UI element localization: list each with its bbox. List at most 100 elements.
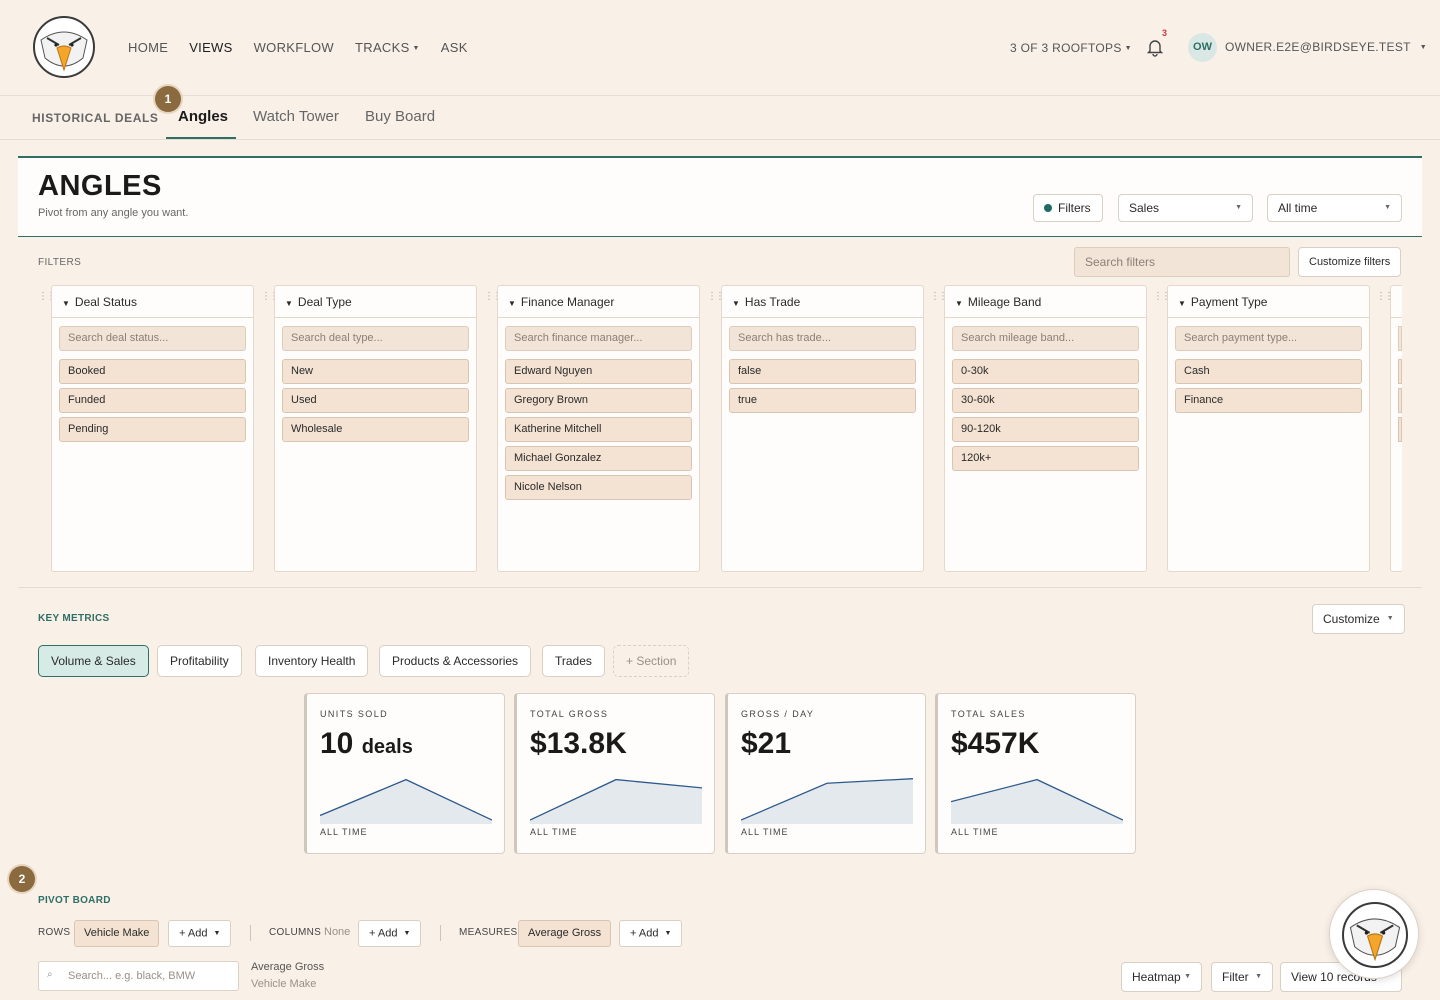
filter-search-input[interactable]: Search deal type... [282,326,469,351]
filter-option[interactable]: false [729,359,916,384]
rooftops-selector[interactable]: 3 OF 3 ROOFTOPS ▼ [1010,41,1132,55]
heatmap-label: Heatmap [1132,970,1181,984]
metric-label: TOTAL GROSS [530,709,609,719]
nav-views[interactable]: VIEWS [189,40,233,55]
eagle-icon [1345,905,1405,965]
filter-search-input[interactable]: Search mileage band... [952,326,1139,351]
caret-down-icon: ▼ [403,930,411,937]
filter-option[interactable]: Booked [59,359,246,384]
filter-column-deal-type: ▼ Deal Type Search deal type... New Used … [274,285,477,572]
collapse-icon: ▼ [1178,299,1186,308]
drag-handle-icon[interactable]: ⋮⋮ [1376,291,1394,302]
section-tab-products-accessories[interactable]: Products & Accessories [379,645,532,677]
drag-handle-icon[interactable]: ⋮⋮ [930,291,948,302]
filter-option[interactable]: 120k+ [952,446,1139,471]
filter-option[interactable]: Gregory Brown [505,388,692,413]
birdseye-logo[interactable] [33,16,95,78]
add-column-button[interactable]: + Add ▼ [358,920,422,947]
nav-home[interactable]: HOME [128,40,169,55]
filter-column-title: Mileage Band [967,295,1042,309]
filter-column-header[interactable]: ▼ Deal Type [275,286,476,318]
filter-option[interactable]: 0-30k [952,359,1139,384]
filter-option[interactable]: New [282,359,469,384]
filter-option[interactable]: Katherine Mitchell [505,417,692,442]
tab-buy-board[interactable]: Buy Board [365,108,436,125]
filter-column-title: Deal Status [74,295,137,309]
drag-handle-icon[interactable]: ⋮⋮ [707,291,725,302]
filter-column-title: Has Trade [744,295,801,309]
caret-down-icon: ▼ [412,45,420,53]
measure-chip-average-gross[interactable]: Average Gross [518,920,612,947]
metric-footer: ALL TIME [530,827,578,837]
pivot-search-input[interactable]: Search... e.g. black, BMW [38,961,239,991]
user-menu[interactable]: OWNER.E2E@BIRDSEYE.TEST ▼ [1225,40,1427,54]
metric-card-units-sold[interactable]: UNITS SOLD 10 deals ALL TIME [304,693,505,854]
filter-option[interactable]: 30-60k [952,388,1139,413]
tab-angles[interactable]: Angles [178,108,229,125]
sparkline-line [320,778,492,821]
filters-button[interactable]: Filters [1033,194,1103,222]
filter-option[interactable]: true [729,388,916,413]
filter-column-header[interactable]: ▼ Finance Manager [498,286,699,318]
filter-option[interactable]: Wholesale [282,417,469,442]
step-badge-2: 2 [9,866,35,892]
filter-search-input[interactable]: Search finance manager... [505,326,692,351]
measures-label: MEASURES [459,927,518,938]
metric-select[interactable]: Sales ▼ [1118,194,1253,222]
avatar[interactable]: OW [1188,33,1217,62]
nav-tracks[interactable]: TRACKS ▼ [355,40,420,55]
filter-search-input[interactable]: Search deal status... [59,326,246,351]
filter-column-header[interactable]: ▼ Mileage Band [945,286,1146,318]
drag-handle-icon[interactable]: ⋮⋮ [484,291,502,302]
filter-column-header[interactable]: ▼ Has Trade [722,286,923,318]
filter-column-header[interactable]: ▼ Deal Status [52,286,253,318]
tab-watch-tower[interactable]: Watch Tower [253,108,339,125]
metric-card-total-sales[interactable]: TOTAL SALES $457K ALL TIME [935,693,1136,854]
metric-card-total-gross[interactable]: TOTAL GROSS $13.8K ALL TIME [514,693,715,854]
filter-option[interactable]: Funded [59,388,246,413]
caret-down-icon: ▼ [1235,204,1242,211]
section-tab-volume-sales[interactable]: Volume & Sales [38,645,149,677]
filter-column-header[interactable]: ▼ Payment Type [1168,286,1369,318]
filter-button[interactable]: Filter ▼ [1211,962,1273,992]
filter-option[interactable]: 90-120k [952,417,1139,442]
time-range-select[interactable]: All time ▼ [1267,194,1402,222]
filter-option[interactable]: Edward Nguyen [505,359,692,384]
add-section-button[interactable]: + Section [613,645,690,677]
section-tab-inventory-health[interactable]: Inventory Health [255,645,369,677]
filter-option[interactable]: Finance [1175,388,1362,413]
filter-column-deal-status: ▼ Deal Status Search deal status... Booke… [51,285,254,572]
columns-label: COLUMNS [269,927,322,938]
add-column-label: + Add [369,927,398,940]
nav-ask[interactable]: ASK [440,40,468,55]
nav-workflow[interactable]: WORKFLOW [253,40,335,55]
collapse-icon: ▼ [508,299,516,308]
customize-filters-button[interactable]: Customize filters [1298,247,1402,277]
section-tab-profitability[interactable]: Profitability [157,645,242,677]
drag-handle-icon[interactable]: ⋮⋮ [38,291,56,302]
caret-down-icon: ▼ [1255,973,1262,980]
drag-handle-icon[interactable]: ⋮⋮ [1153,291,1171,302]
section-tab-trades[interactable]: Trades [542,645,605,677]
bell-icon[interactable] [1145,37,1165,57]
filter-option[interactable]: Cash [1175,359,1362,384]
heatmap-button[interactable]: Heatmap ▼ [1121,962,1202,992]
row-chip-vehicle-make[interactable]: Vehicle Make [74,920,160,947]
metric-value: $13.8K [530,727,627,760]
add-row-button[interactable]: + Add ▼ [168,920,232,947]
filter-search-input[interactable]: Search has trade... [729,326,916,351]
assistant-fab[interactable] [1329,889,1419,979]
filter-option[interactable]: Michael Gonzalez [505,446,692,471]
customize-metrics-button[interactable]: Customize ▼ [1312,604,1405,634]
filter-option[interactable]: Nicole Nelson [505,475,692,500]
drag-handle-icon[interactable]: ⋮⋮ [261,291,279,302]
metric-card-gross-per-day[interactable]: GROSS / DAY $21 ALL TIME [725,693,926,854]
filter-search-input[interactable]: Search payment type... [1175,326,1362,351]
filter-option[interactable]: Used [282,388,469,413]
caret-down-icon: ▼ [1419,44,1428,52]
metric-number: 10 [320,727,354,760]
search-filters-input[interactable]: Search filters [1074,247,1290,277]
add-measure-button[interactable]: + Add ▼ [619,920,683,947]
page-subtitle: Pivot from any angle you want. [38,207,189,219]
filter-option[interactable]: Pending [59,417,246,442]
